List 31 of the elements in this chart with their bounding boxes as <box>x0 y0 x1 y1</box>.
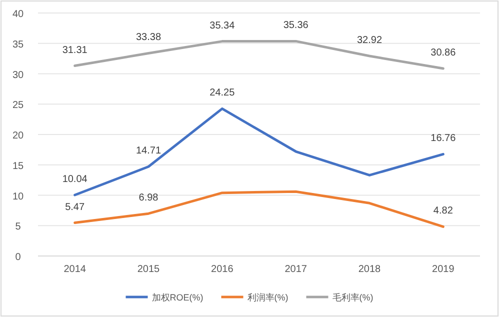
x-tick-label: 2015 <box>137 264 160 275</box>
data-label: 5.47 <box>65 202 85 213</box>
data-label: 6.98 <box>138 192 159 204</box>
data-label: 33.38 <box>136 32 162 44</box>
y-tick-label: 20 <box>12 130 24 142</box>
data-label: 4.82 <box>433 206 454 217</box>
x-tick-label: 2016 <box>211 264 234 275</box>
data-label: 32.92 <box>356 35 382 46</box>
data-label: 30.86 <box>430 48 456 59</box>
legend-label: 利润率(%) <box>247 292 288 302</box>
y-tick-label: 10 <box>12 191 24 202</box>
data-label: 24.25 <box>210 88 236 99</box>
x-tick-label: 2018 <box>358 264 382 275</box>
y-tick-label: 25 <box>12 100 24 112</box>
data-label: 14.71 <box>136 146 162 157</box>
data-label: 16.76 <box>430 133 456 144</box>
x-tick-label: 2019 <box>432 264 455 275</box>
legend-label: 毛利率(%) <box>332 292 374 302</box>
y-tick-label: 0 <box>15 252 22 263</box>
x-tick-label: 2017 <box>284 264 308 275</box>
y-tick-label: 30 <box>12 70 24 81</box>
data-label: 10.04 <box>62 174 88 186</box>
x-tick-label: 2014 <box>64 264 86 275</box>
data-label: 35.36 <box>283 20 309 32</box>
y-tick-label: 5 <box>15 222 22 233</box>
y-tick-label: 40 <box>12 9 24 20</box>
y-tick-label: 35 <box>12 39 24 50</box>
data-label: 31.31 <box>62 44 88 56</box>
y-tick-label: 15 <box>12 160 24 172</box>
legend-label: 加权ROE(%) <box>152 292 204 302</box>
data-label: 35.34 <box>210 20 236 32</box>
